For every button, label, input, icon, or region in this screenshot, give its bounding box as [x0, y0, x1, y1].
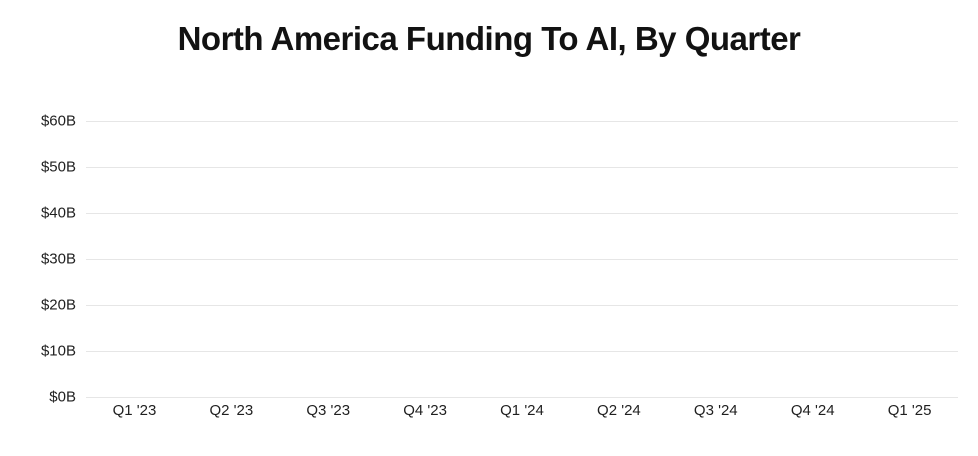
x-tick-label: Q1 '24 — [500, 402, 544, 419]
gridline — [86, 397, 958, 398]
y-tick-label: $0B — [49, 388, 76, 406]
gridline — [86, 351, 958, 352]
x-tick-label: Q4 '23 — [403, 402, 447, 419]
y-tick-label: $10B — [40, 342, 76, 360]
y-axis: $60B $50B $40B $30B $20B $10B $0B — [0, 113, 76, 406]
x-tick-label: Q2 '24 — [597, 402, 641, 419]
plot-area — [86, 121, 958, 398]
y-tick-label: $30B — [40, 250, 76, 268]
chart-title: North America Funding To AI, By Quarter — [177, 20, 801, 57]
x-tick-label: Q2 '23 — [209, 402, 254, 419]
x-axis: Q1 '23 Q2 '23 Q3 '23 Q4 '23 Q1 '24 Q2 '24 Q3 '… — [86, 402, 958, 419]
y-tick-label: $50B — [40, 158, 76, 176]
gridline — [86, 259, 958, 260]
x-tick-label: Q1 '23 — [112, 402, 157, 419]
x-tick-label: Q1 '25 — [887, 402, 932, 419]
y-tick-label: $60B — [40, 112, 76, 130]
gridline — [86, 121, 958, 122]
gridline — [86, 305, 958, 306]
y-tick-label: $40B — [40, 204, 76, 222]
x-tick-label: Q4 '24 — [790, 402, 835, 419]
x-tick-label: Q3 '24 — [693, 402, 738, 419]
gridline — [86, 167, 958, 168]
y-tick-label: $20B — [40, 296, 76, 314]
x-tick-label: Q3 '23 — [306, 402, 351, 419]
gridline — [86, 213, 958, 214]
